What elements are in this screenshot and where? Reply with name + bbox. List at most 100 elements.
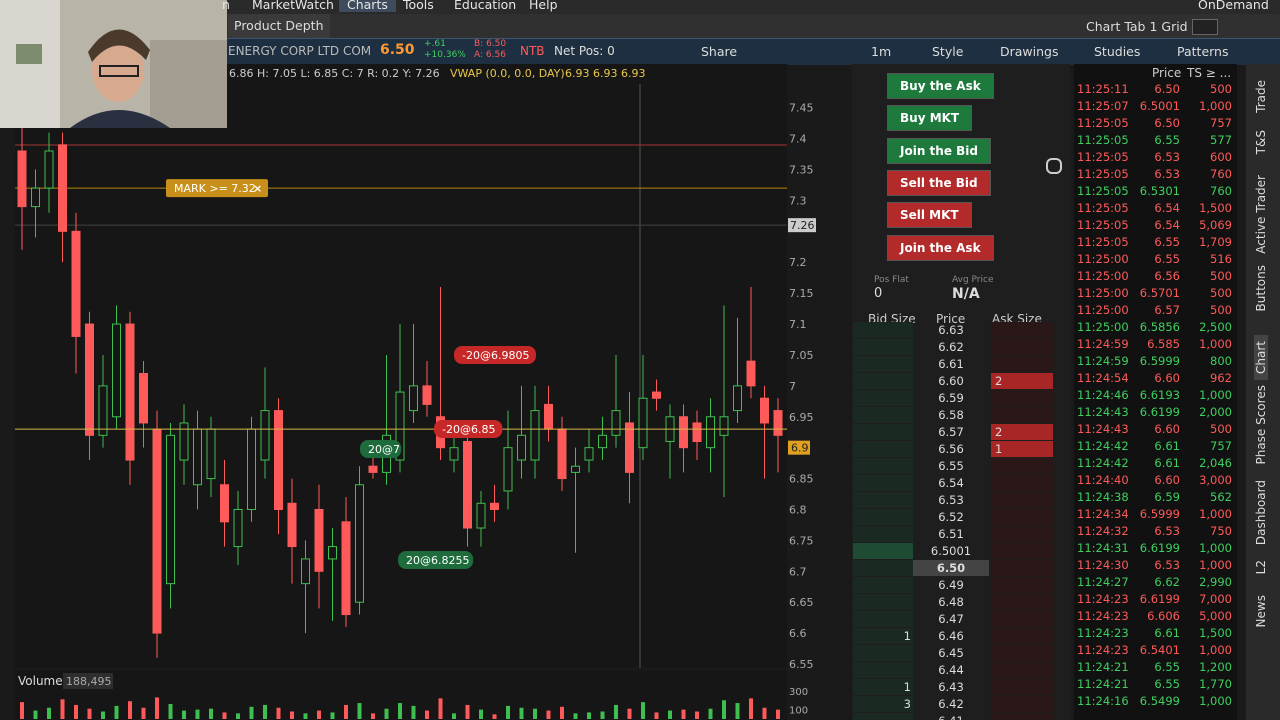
product-depth-tab[interactable]: Product Depth bbox=[228, 14, 330, 38]
volume-bar bbox=[236, 713, 240, 719]
order-button[interactable]: Join the Bid bbox=[887, 137, 991, 164]
symbol-share[interactable]: Share bbox=[701, 44, 738, 59]
ts-size: 1,000 bbox=[1199, 337, 1232, 351]
order-button[interactable]: Sell MKT bbox=[887, 202, 972, 229]
ladder-ask-cell[interactable] bbox=[991, 407, 1053, 423]
time-and-sales bbox=[1074, 64, 1237, 720]
ladder-ask-cell[interactable] bbox=[991, 679, 1053, 695]
ladder-ask-cell[interactable] bbox=[991, 356, 1053, 372]
ladder-bid-cell[interactable] bbox=[853, 594, 913, 610]
menu-item[interactable]: MarketWatch bbox=[252, 0, 334, 12]
ladder-ask-cell[interactable] bbox=[991, 526, 1053, 542]
ladder-ask-cell[interactable] bbox=[991, 645, 1053, 661]
ladder-ask-cell[interactable] bbox=[991, 475, 1053, 491]
side-tab[interactable]: Phase Scores bbox=[1254, 385, 1268, 465]
ts-price: 6.6199 bbox=[1139, 405, 1180, 419]
ladder-ask-cell[interactable] bbox=[991, 339, 1053, 355]
ts-size: 5,069 bbox=[1199, 218, 1232, 232]
ladder-ask-cell[interactable] bbox=[991, 543, 1053, 559]
ladder-bid-cell[interactable] bbox=[853, 509, 913, 525]
side-tab[interactable]: Active Trader bbox=[1254, 175, 1268, 254]
symbol-change-pct: +10.36% bbox=[424, 50, 466, 60]
symbol-patterns[interactable]: Patterns bbox=[1177, 44, 1229, 59]
ladder-ask-cell[interactable]: 2 bbox=[991, 373, 1053, 389]
ladder-ask-cell[interactable] bbox=[991, 492, 1053, 508]
side-tab[interactable]: T&S bbox=[1254, 130, 1268, 155]
ladder-ask-cell[interactable] bbox=[991, 696, 1053, 712]
grid-box[interactable] bbox=[1192, 19, 1218, 35]
price-tick-label: 7.1 bbox=[789, 318, 807, 331]
ts-time: 11:24:23 bbox=[1077, 643, 1129, 657]
ladder-ask-cell[interactable] bbox=[991, 611, 1053, 627]
candle-body bbox=[274, 410, 283, 510]
ladder-ask-cell[interactable] bbox=[991, 628, 1053, 644]
ladder-bid-cell[interactable] bbox=[853, 492, 913, 508]
side-tab[interactable]: L2 bbox=[1254, 560, 1268, 575]
symbol-interval[interactable]: 1m bbox=[871, 44, 892, 59]
ts-time: 11:25:11 bbox=[1077, 82, 1129, 96]
ladder-ask-cell[interactable] bbox=[991, 390, 1053, 406]
side-tab[interactable]: News bbox=[1254, 595, 1268, 628]
ladder-ask-cell[interactable] bbox=[991, 713, 1053, 720]
side-tab[interactable]: Trade bbox=[1254, 80, 1268, 113]
trade-marker bbox=[398, 551, 474, 569]
menu-item[interactable]: Education bbox=[454, 0, 517, 12]
ts-time: 11:24:59 bbox=[1077, 354, 1129, 368]
alert-label: MARK >= 7.32 bbox=[174, 182, 256, 195]
ladder-ask-cell[interactable] bbox=[991, 458, 1053, 474]
ladder-bid-cell[interactable] bbox=[853, 407, 913, 423]
side-tab[interactable]: Dashboard bbox=[1254, 480, 1268, 546]
order-button[interactable]: Join the Ask bbox=[887, 234, 994, 261]
ts-price: 6.60 bbox=[1154, 371, 1180, 385]
ladder-ask-cell[interactable] bbox=[991, 560, 1053, 576]
order-button[interactable]: Buy the Ask bbox=[887, 73, 994, 99]
symbol-drawings[interactable]: Drawings bbox=[1000, 44, 1059, 59]
ladder-ask-cell[interactable] bbox=[991, 577, 1053, 593]
ladder-bid-cell[interactable] bbox=[853, 373, 913, 389]
ladder-bid-cell[interactable] bbox=[853, 475, 913, 491]
settings-icon[interactable] bbox=[1046, 158, 1062, 174]
ladder-ask-cell[interactable] bbox=[991, 322, 1053, 338]
menu-item[interactable]: Charts bbox=[339, 0, 396, 12]
ladder-ask-cell[interactable] bbox=[991, 662, 1053, 678]
candle-body bbox=[517, 434, 526, 461]
ondemand[interactable]: OnDemand bbox=[1198, 0, 1269, 12]
ladder-bid-cell[interactable] bbox=[853, 645, 913, 661]
ts-price: 6.606 bbox=[1147, 609, 1180, 623]
volume-bar bbox=[20, 702, 24, 719]
ladder-bid-cell[interactable] bbox=[853, 322, 913, 338]
volume-bar bbox=[263, 704, 267, 719]
ladder-bid-cell[interactable] bbox=[853, 611, 913, 627]
symbol-style[interactable]: Style bbox=[932, 44, 964, 59]
ladder-bid-cell[interactable] bbox=[853, 526, 913, 542]
side-tab[interactable]: Chart bbox=[1254, 335, 1268, 380]
ladder-bid-cell[interactable] bbox=[853, 713, 913, 720]
ladder-bid-cell[interactable] bbox=[853, 441, 913, 457]
ladder-price: 6.48 bbox=[938, 595, 964, 609]
ladder-bid-cell[interactable] bbox=[853, 577, 913, 593]
ladder-bid-cell[interactable] bbox=[853, 662, 913, 678]
ladder-bid-cell[interactable] bbox=[853, 560, 913, 576]
ladder-bid-cell[interactable]: 1 bbox=[853, 628, 913, 644]
ladder-bid-cell[interactable] bbox=[853, 390, 913, 406]
menu-item[interactable]: n bbox=[222, 0, 230, 12]
ladder-ask-cell[interactable]: 1 bbox=[991, 441, 1053, 457]
side-tab[interactable]: Buttons bbox=[1254, 265, 1268, 312]
ladder-bid-cell[interactable]: 3 bbox=[853, 696, 913, 712]
ladder-bid-cell[interactable] bbox=[853, 339, 913, 355]
ladder-ask-cell[interactable]: 2 bbox=[991, 424, 1053, 440]
menu-item[interactable]: Tools bbox=[403, 0, 434, 12]
ladder-bid-cell[interactable] bbox=[853, 458, 913, 474]
price-tick-label: 7.2 bbox=[789, 256, 807, 269]
symbol-change: +.61 bbox=[424, 39, 446, 49]
ladder-ask-cell[interactable] bbox=[991, 509, 1053, 525]
ladder-bid-cell[interactable] bbox=[853, 356, 913, 372]
order-button[interactable]: Sell the Bid bbox=[887, 169, 991, 196]
ladder-bid-cell[interactable] bbox=[853, 543, 913, 559]
ladder-bid-cell[interactable]: 1 bbox=[853, 679, 913, 695]
symbol-studies[interactable]: Studies bbox=[1094, 44, 1141, 59]
order-button[interactable]: Buy MKT bbox=[887, 105, 973, 132]
ladder-bid-cell[interactable] bbox=[853, 424, 913, 440]
menu-item[interactable]: Help bbox=[529, 0, 558, 12]
ladder-ask-cell[interactable] bbox=[991, 594, 1053, 610]
